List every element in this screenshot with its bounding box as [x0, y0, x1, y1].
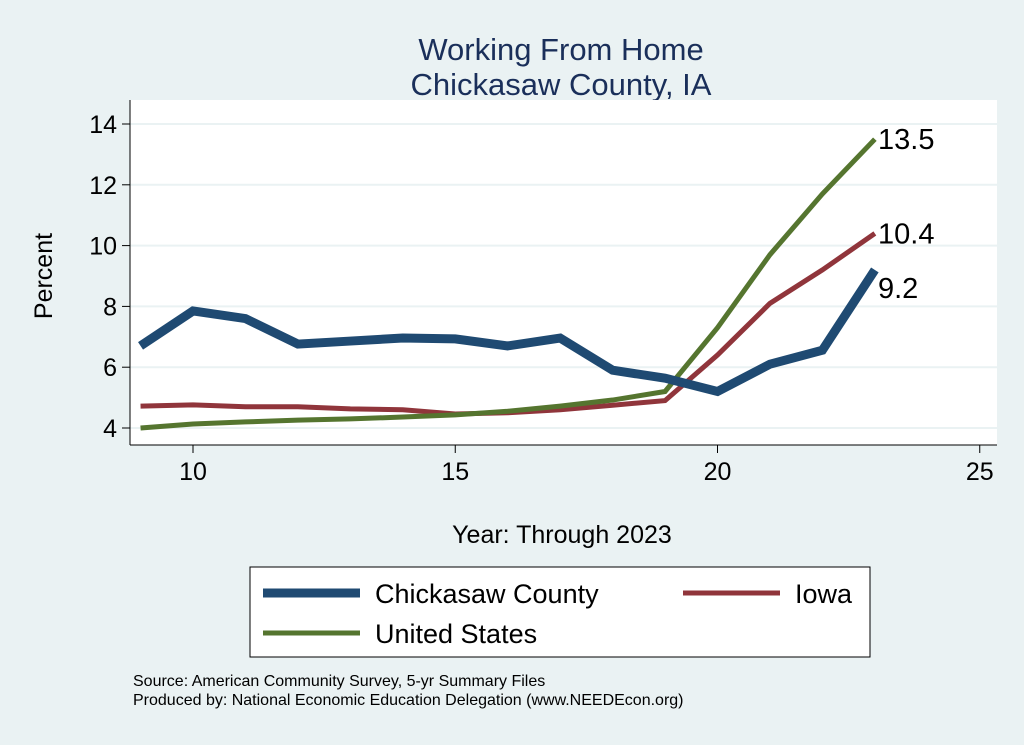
end-label: 13.5 [878, 124, 934, 156]
y-tick-label: 4 [103, 415, 117, 443]
y-axis-label: Percent [30, 233, 58, 319]
x-axis-label: Year: Through 2023 [452, 521, 672, 549]
legend [249, 566, 871, 658]
y-tick-label: 8 [103, 293, 117, 321]
legend-label: Chickasaw County [375, 579, 599, 609]
chart-title: Working From Home [418, 32, 703, 67]
x-tick-label: 20 [704, 458, 732, 486]
series-line-chickasaw-county [138, 267, 879, 397]
y-tick-label: 6 [103, 354, 117, 382]
x-tick-label: 25 [966, 458, 994, 486]
y-tick-label: 14 [89, 111, 117, 139]
producer-note: Produced by: National Economic Education… [133, 692, 684, 709]
y-tick-label: 10 [89, 233, 117, 261]
legend-label: United States [375, 619, 537, 649]
source-note: Source: American Community Survey, 5-yr … [133, 673, 546, 690]
legend-label: Iowa [795, 579, 853, 609]
series-line-united-states [140, 137, 877, 431]
end-label: 9.2 [878, 273, 918, 305]
x-tick-label: 10 [179, 458, 207, 486]
plot-area [130, 100, 997, 445]
y-tick-label: 12 [89, 172, 117, 200]
chart-subtitle: Chickasaw County, IA [411, 67, 712, 102]
x-tick-label: 15 [441, 458, 469, 486]
end-label: 10.4 [878, 218, 934, 250]
